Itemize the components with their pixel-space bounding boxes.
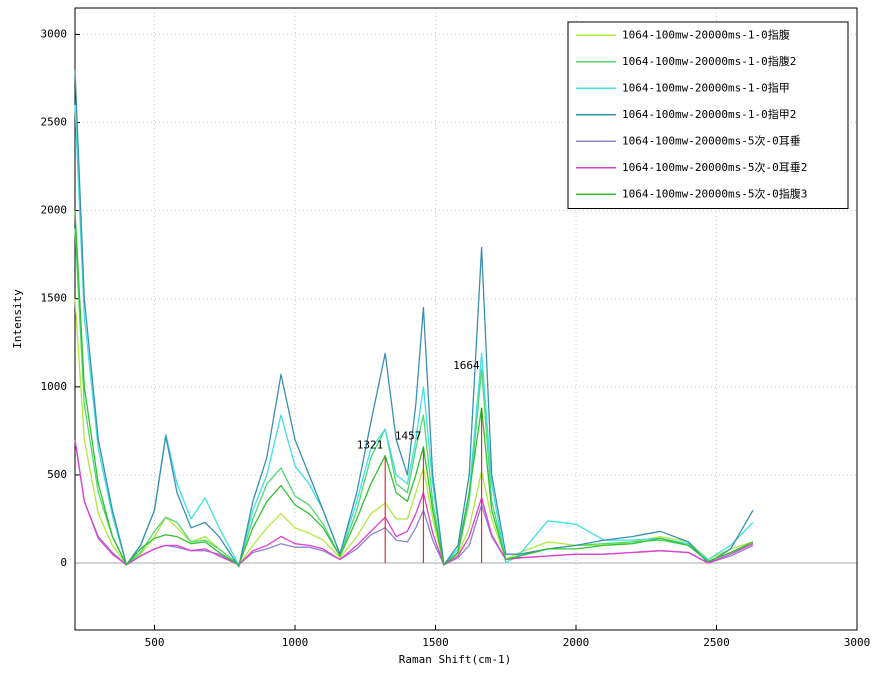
peak-label: 1457	[395, 430, 422, 443]
plot-frame	[74, 7, 858, 631]
y-tick-label: 2500	[41, 116, 68, 129]
peak-label: 1321	[357, 438, 384, 451]
series-line	[74, 228, 754, 566]
x-tick-label: 500	[145, 636, 165, 649]
series-line	[74, 298, 754, 566]
series-line	[74, 439, 754, 566]
y-tick-label: 2000	[41, 204, 68, 217]
legend-label: 1064-100mw-20000ms-1-0指甲	[622, 80, 790, 94]
peak-label: 1664	[453, 359, 480, 372]
legend-label: 1064-100mw-20000ms-1-0指腹2	[622, 54, 796, 68]
legend-label: 1064-100mw-20000ms-5次-0指腹3	[622, 186, 807, 200]
y-tick-label: 1000	[41, 380, 68, 393]
legend-label: 1064-100mw-20000ms-5次-0耳垂	[622, 133, 801, 147]
series-line	[74, 210, 754, 566]
x-tick-label: 1500	[422, 636, 449, 649]
x-tick-label: 1000	[282, 636, 309, 649]
x-tick-label: 2000	[563, 636, 590, 649]
x-tick-label: 3000	[844, 636, 871, 649]
y-tick-label: 3000	[41, 27, 68, 40]
legend-label: 1064-100mw-20000ms-5次-0耳垂2	[622, 160, 807, 174]
y-tick-label: 0	[60, 556, 67, 569]
y-axis-label: Intensity	[11, 289, 24, 349]
legend-label: 1064-100mw-20000ms-1-0指腹	[622, 27, 790, 41]
series-line	[74, 69, 754, 568]
y-tick-label: 500	[47, 468, 67, 481]
y-tick-label: 1500	[41, 292, 68, 305]
x-tick-label: 2500	[703, 636, 730, 649]
x-axis-label: Raman Shift(cm-1)	[399, 653, 512, 666]
legend-label: 1064-100mw-20000ms-1-0指甲2	[622, 107, 796, 121]
